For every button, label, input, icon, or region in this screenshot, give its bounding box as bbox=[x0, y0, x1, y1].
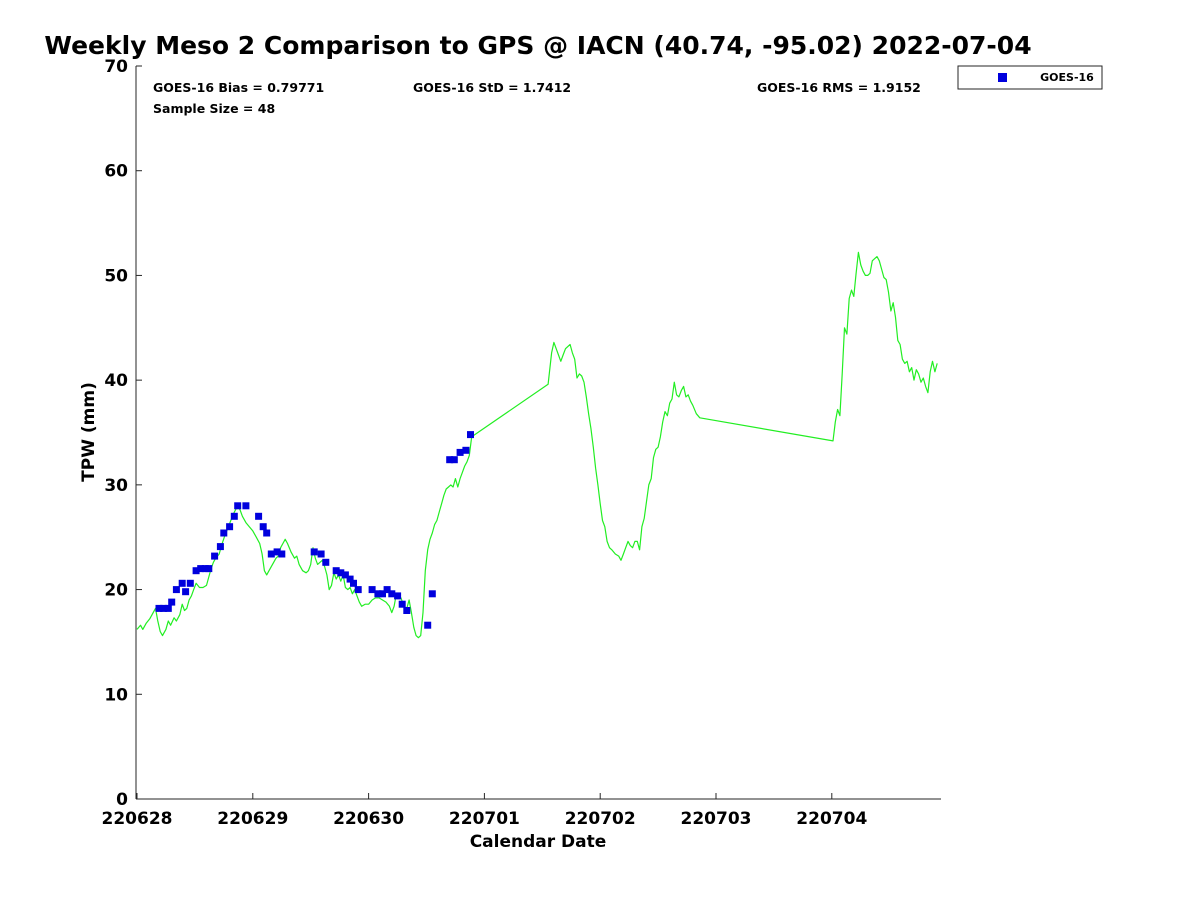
series-goes16-markers bbox=[155, 431, 474, 629]
chart-title: Weekly Meso 2 Comparison to GPS @ IACN (… bbox=[44, 31, 1031, 60]
goes16-marker bbox=[263, 529, 271, 537]
goes16-marker bbox=[456, 448, 464, 456]
goes16-marker bbox=[337, 569, 345, 577]
bias-stat: GOES-16 Bias = 0.79771 bbox=[153, 80, 324, 95]
goes16-marker bbox=[197, 565, 205, 573]
goes16-marker bbox=[446, 456, 454, 464]
goes16-marker bbox=[350, 579, 357, 587]
y-tick-label: 70 bbox=[104, 57, 128, 77]
y-tick-label: 60 bbox=[104, 162, 128, 182]
legend-label: GOES-16 bbox=[1040, 71, 1094, 84]
goes16-marker bbox=[273, 548, 281, 556]
goes16-marker bbox=[322, 558, 330, 566]
goes16-marker bbox=[462, 446, 470, 454]
goes16-marker bbox=[211, 552, 219, 560]
goes16-marker bbox=[205, 565, 213, 573]
legend: GOES-16 bbox=[957, 65, 1103, 90]
y-tick-label: 20 bbox=[104, 581, 128, 601]
goes16-marker bbox=[341, 571, 349, 579]
goes16-marker bbox=[178, 579, 186, 587]
y-tick-label: 30 bbox=[104, 476, 128, 496]
goes16-marker bbox=[467, 431, 474, 439]
goes16-marker bbox=[155, 604, 163, 612]
goes16-marker bbox=[242, 502, 250, 510]
x-tick-label: 220703 bbox=[681, 809, 752, 829]
goes16-marker bbox=[160, 604, 168, 612]
goes16-marker bbox=[164, 604, 172, 612]
goes16-marker bbox=[255, 512, 263, 520]
x-tick-label: 220702 bbox=[565, 809, 636, 829]
goes16-marker bbox=[234, 502, 242, 510]
x-axis-label: Calendar Date bbox=[470, 832, 607, 852]
legend-box bbox=[957, 65, 1103, 90]
goes16-marker bbox=[398, 600, 406, 608]
goes16-marker bbox=[332, 567, 340, 575]
std-stat: GOES-16 StD = 1.7412 bbox=[413, 80, 571, 95]
x-tick-label: 220630 bbox=[333, 809, 404, 829]
goes16-marker bbox=[216, 543, 224, 551]
goes16-marker bbox=[226, 523, 234, 531]
goes16-marker bbox=[450, 456, 458, 464]
goes16-marker bbox=[346, 575, 354, 583]
x-tick-label: 220629 bbox=[217, 809, 288, 829]
goes16-marker bbox=[168, 598, 176, 606]
series-line-gps bbox=[136, 251, 938, 639]
goes16-marker bbox=[379, 590, 386, 598]
goes16-marker bbox=[192, 567, 200, 575]
rms-stat: GOES-16 RMS = 1.9152 bbox=[757, 80, 921, 95]
x-tick-label: 220701 bbox=[449, 809, 520, 829]
goes16-marker bbox=[317, 550, 325, 558]
goes16-marker bbox=[259, 523, 267, 531]
series-layer bbox=[136, 251, 938, 639]
plot-area bbox=[136, 66, 941, 799]
y-tick-label: 40 bbox=[104, 371, 128, 391]
goes16-marker bbox=[403, 607, 411, 614]
goes16-marker bbox=[368, 586, 376, 594]
goes16-marker bbox=[394, 592, 402, 600]
y-axis-ticks: 0 10 20 30 40 50 60 70 bbox=[104, 57, 142, 810]
goes16-marker bbox=[388, 590, 396, 598]
goes16-marker bbox=[354, 586, 362, 594]
goes16-marker bbox=[383, 586, 391, 594]
goes16-marker bbox=[374, 590, 382, 598]
goes16-marker bbox=[428, 590, 436, 598]
goes16-marker bbox=[220, 529, 228, 537]
legend-marker-square bbox=[998, 73, 1007, 82]
y-tick-label: 10 bbox=[104, 685, 128, 705]
goes16-marker bbox=[278, 550, 286, 558]
goes16-marker bbox=[424, 621, 432, 629]
y-axis-label: TPW (mm) bbox=[79, 382, 99, 482]
goes16-marker bbox=[310, 548, 318, 556]
y-tick-label: 50 bbox=[104, 266, 128, 286]
x-tick-label: 220628 bbox=[102, 809, 173, 829]
x-tick-label: 220704 bbox=[796, 809, 867, 829]
goes16-marker bbox=[267, 550, 275, 558]
goes16-marker bbox=[172, 586, 180, 594]
x-axis-ticks: 220628 220629 220630 220701 220702 220703 2207… bbox=[102, 793, 867, 829]
y-tick-label: 0 bbox=[116, 790, 128, 810]
sample-size-stat: Sample Size = 48 bbox=[153, 101, 275, 116]
goes16-marker bbox=[230, 512, 238, 520]
goes16-marker bbox=[186, 579, 194, 587]
goes16-marker bbox=[182, 588, 190, 596]
